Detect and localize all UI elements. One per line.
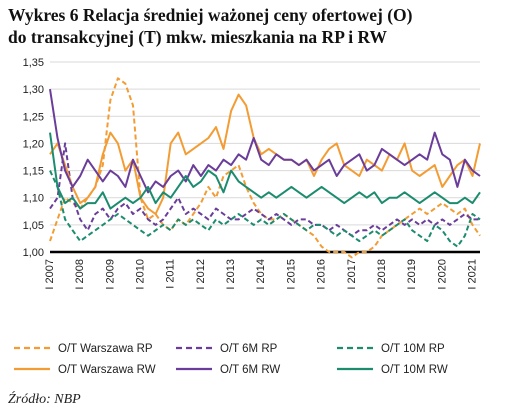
- y-tick-label: 1,20: [23, 138, 44, 150]
- x-tick-label: I 2013: [225, 259, 237, 290]
- chart-title: Wykres 6 Relacja średniej ważonej ceny o…: [8, 4, 508, 48]
- legend-label: O/T Warszawa RW: [58, 364, 156, 376]
- source-note: Źródło: NBP: [8, 392, 81, 407]
- y-tick-label: 1,15: [23, 166, 44, 178]
- y-tick-label: 1,35: [23, 57, 44, 69]
- series-line-o-t-warszawa-rw: [49, 93, 481, 215]
- x-tick-label: I 2020: [436, 259, 448, 290]
- legend-item: O/T 10M RP: [337, 343, 445, 355]
- y-tick-label: 1,00: [23, 247, 44, 259]
- legend-label: O/T 10M RP: [381, 343, 445, 355]
- chart-title-line-1: Wykres 6 Relacja średniej ważonej ceny o…: [8, 5, 413, 25]
- series-line-o-t-10m-rw: [49, 132, 481, 210]
- x-tick-label: I 2017: [346, 259, 358, 290]
- legend-label: O/T 6M RP: [220, 343, 278, 355]
- legend-item: O/T 6M RP: [176, 343, 278, 355]
- x-tick-label: I 2007: [44, 259, 56, 290]
- x-tick-label: I 2016: [316, 259, 328, 290]
- y-axis-tick-labels: 1,35 1,30 1,25 1,20 1,15 1,10 1,05 1,00: [23, 57, 44, 259]
- legend-label: O/T Warszawa RP: [58, 343, 153, 355]
- series-lines: [49, 77, 481, 259]
- y-tick-label: 1,25: [23, 111, 44, 123]
- x-tick-label: I 2010: [135, 259, 147, 290]
- y-tick-label: 1,05: [23, 220, 44, 232]
- x-tick-label: I 2009: [104, 259, 116, 290]
- line-chart: 1,351,301,251,201,151,101,051,00 I 2007 I…: [14, 57, 481, 376]
- series-line-o-t-10m-rp: [49, 170, 481, 248]
- series-line-o-t-6m-rw: [49, 88, 481, 194]
- legend-item: O/T 10M RW: [337, 364, 448, 376]
- y-tick-label: 1,10: [23, 193, 44, 205]
- x-tick-label: I 2021: [466, 259, 478, 290]
- x-axis-tick-labels: I 2007 I 2008 I 2009 I 2010 I 2011 I 2012 I 20…: [44, 259, 478, 290]
- chart-title-line-2: do transakcyjnej (T) mkw. mieszkania na …: [8, 27, 388, 47]
- legend-item: O/T 6M RW: [176, 364, 280, 376]
- legend: O/T Warszawa RP O/T 6M RP O/T 10M RP O/T Wa…: [14, 343, 448, 376]
- x-tick-label: I 2011: [165, 259, 177, 289]
- y-tick-label: 1,30: [23, 84, 44, 96]
- legend-item: O/T Warszawa RW: [14, 364, 156, 376]
- x-tick-label: I 2019: [406, 259, 418, 290]
- legend-label: O/T 10M RW: [381, 364, 448, 376]
- legend-label: O/T 6M RW: [220, 364, 280, 376]
- legend-item: O/T Warszawa RP: [14, 343, 153, 355]
- x-tick-label: I 2015: [285, 259, 297, 290]
- x-tick-label: I 2012: [195, 259, 207, 290]
- x-tick-label: I 2008: [74, 259, 86, 290]
- x-tick-label: I 2014: [255, 259, 267, 290]
- series-line-o-t-warszawa-rp: [49, 77, 481, 259]
- series-line-o-t-6m-rp: [49, 142, 480, 237]
- x-tick-label: I 2018: [376, 259, 388, 290]
